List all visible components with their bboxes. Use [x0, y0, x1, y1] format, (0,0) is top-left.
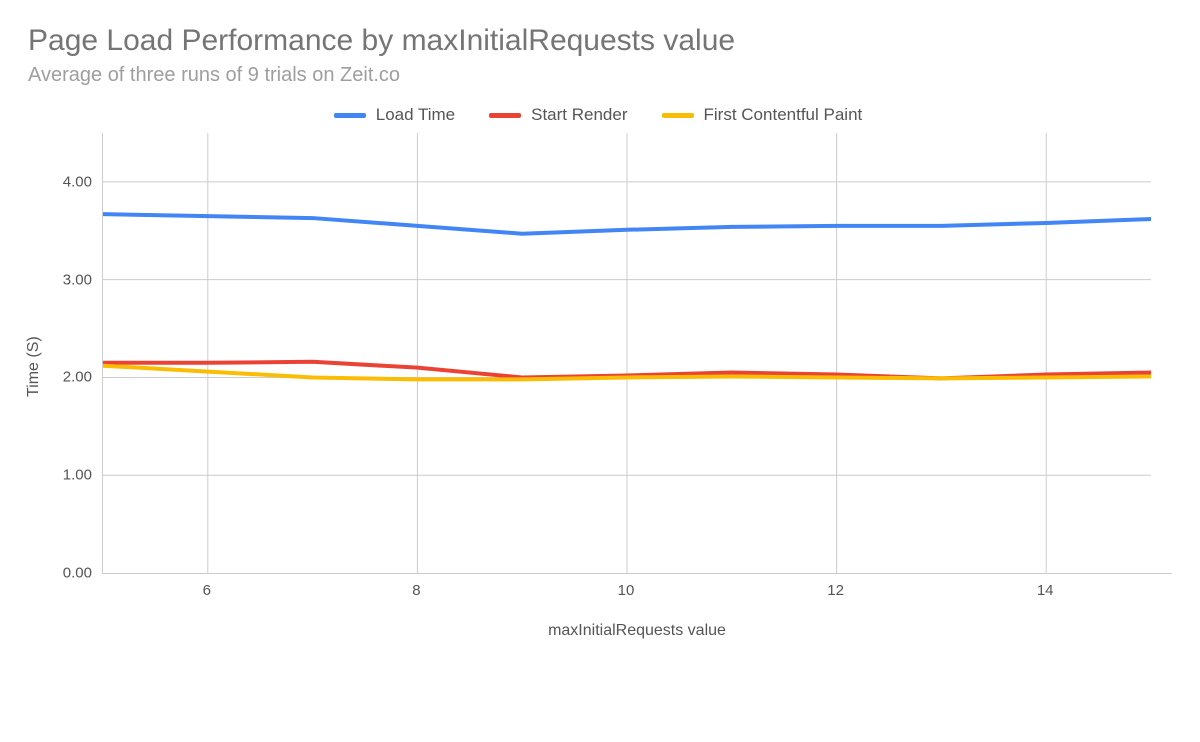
chart-svg [103, 133, 1151, 573]
chart-subtitle: Average of three runs of 9 trials on Zei… [28, 64, 1172, 87]
x-tick-label: 10 [618, 582, 635, 599]
x-tick-label: 8 [412, 582, 420, 599]
x-tick-label: 14 [1037, 582, 1054, 599]
legend-item: First Contentful Paint [662, 105, 863, 125]
legend-swatch [489, 113, 521, 118]
y-tick-label: 3.00 [63, 271, 92, 288]
y-tick-label: 1.00 [63, 467, 92, 484]
x-tick-label: 6 [203, 582, 211, 599]
chart-grid [103, 133, 1151, 573]
x-axis-ticks: 6 8 10 12 14 [102, 574, 1150, 602]
y-axis-ticks: 0.001.002.003.004.00 [50, 133, 102, 573]
chart-legend: Load Time Start Render First Contentful Pa… [24, 105, 1172, 125]
legend-label: Start Render [531, 105, 627, 125]
y-tick-label: 2.00 [63, 369, 92, 386]
legend-label: Load Time [376, 105, 455, 125]
x-tick-label: 12 [827, 582, 844, 599]
x-axis-label: maxInitialRequests value [102, 622, 1172, 640]
y-tick-label: 0.00 [63, 565, 92, 582]
legend-swatch [662, 113, 694, 118]
y-tick-label: 4.00 [63, 173, 92, 190]
chart-title: Page Load Performance by maxInitialReque… [28, 24, 1172, 58]
legend-label: First Contentful Paint [704, 105, 863, 125]
legend-swatch [334, 113, 366, 118]
chart-plot-area [102, 133, 1172, 574]
y-axis-label: Time (S) [25, 377, 43, 397]
legend-item: Start Render [489, 105, 627, 125]
legend-item: Load Time [334, 105, 455, 125]
